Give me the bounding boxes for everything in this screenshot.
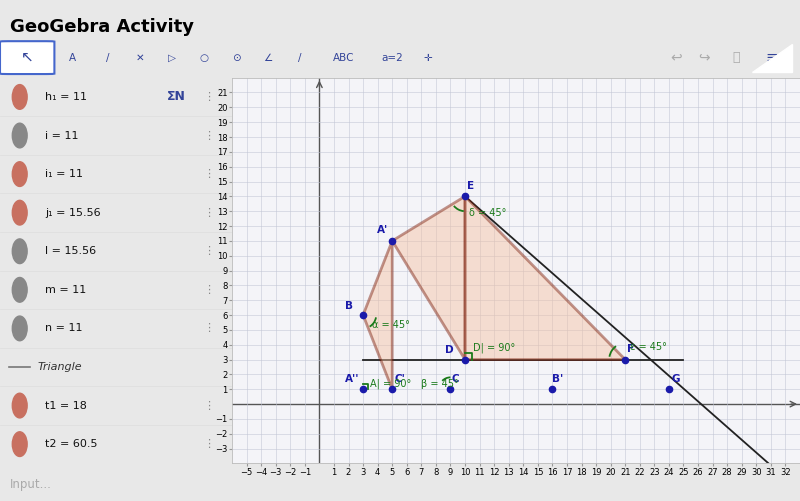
Circle shape: [12, 393, 27, 418]
Text: ABC: ABC: [334, 53, 354, 63]
Text: Triangle: Triangle: [37, 362, 82, 372]
Text: ⋮: ⋮: [203, 439, 214, 449]
Text: G: G: [671, 374, 680, 384]
Text: j₁ = 15.56: j₁ = 15.56: [46, 208, 101, 217]
Text: ✛: ✛: [424, 53, 432, 63]
Text: β = 45°: β = 45°: [422, 379, 459, 389]
Text: B: B: [345, 301, 353, 311]
Text: A: A: [69, 53, 75, 63]
Text: ⋮: ⋮: [203, 285, 214, 295]
Circle shape: [12, 239, 27, 264]
Circle shape: [12, 316, 27, 341]
Text: F: F: [627, 344, 634, 354]
Polygon shape: [392, 196, 465, 360]
Polygon shape: [363, 241, 392, 389]
Text: ▷: ▷: [168, 53, 176, 63]
Text: t1 = 18: t1 = 18: [46, 401, 87, 410]
Text: B': B': [553, 374, 564, 384]
Text: ↖: ↖: [21, 50, 34, 65]
Text: l = 15.56: l = 15.56: [46, 246, 96, 256]
Text: ≡: ≡: [766, 50, 778, 65]
Text: ΣN: ΣN: [167, 91, 186, 103]
Text: ↪: ↪: [698, 51, 710, 65]
Text: Input...: Input...: [10, 477, 51, 490]
Text: GeoGebra Activity: GeoGebra Activity: [10, 18, 194, 36]
Text: ⊙: ⊙: [232, 53, 240, 63]
Text: ⋮: ⋮: [203, 169, 214, 179]
Text: t2 = 60.5: t2 = 60.5: [46, 439, 98, 449]
Text: δ = 45°: δ = 45°: [470, 207, 506, 217]
Text: ⋮: ⋮: [203, 246, 214, 256]
Text: ↩: ↩: [670, 51, 682, 65]
Text: ⋮: ⋮: [203, 324, 214, 333]
Text: ⋮: ⋮: [203, 401, 214, 410]
Text: C: C: [452, 374, 459, 384]
Circle shape: [12, 123, 27, 148]
Text: ✕: ✕: [136, 53, 144, 63]
Text: ⋮: ⋮: [203, 208, 214, 217]
Circle shape: [12, 432, 27, 456]
Text: i₁ = 11: i₁ = 11: [46, 169, 83, 179]
Text: D| = 90°: D| = 90°: [473, 343, 515, 353]
Text: ∠: ∠: [263, 53, 273, 63]
Text: E: E: [467, 181, 474, 191]
Text: /: /: [106, 53, 110, 63]
Text: m = 11: m = 11: [46, 285, 86, 295]
Text: A': A': [377, 225, 388, 235]
Circle shape: [12, 85, 27, 109]
Text: ε = 45°: ε = 45°: [630, 342, 666, 352]
FancyBboxPatch shape: [0, 41, 54, 74]
Text: a=2: a=2: [381, 53, 403, 63]
Text: D: D: [445, 345, 454, 355]
Circle shape: [12, 278, 27, 302]
Text: 🔍: 🔍: [732, 51, 740, 64]
Text: n = 11: n = 11: [46, 324, 82, 333]
Text: A| = 90°: A| = 90°: [370, 378, 411, 389]
Polygon shape: [752, 44, 792, 72]
Text: C': C': [394, 374, 406, 384]
Circle shape: [12, 200, 27, 225]
Text: ⋮: ⋮: [203, 131, 214, 140]
Text: α = 45°: α = 45°: [372, 321, 410, 330]
Text: ⋮: ⋮: [203, 92, 214, 102]
Polygon shape: [465, 196, 626, 360]
Text: ○: ○: [199, 53, 209, 63]
Text: A'': A'': [345, 374, 359, 384]
Text: /: /: [298, 53, 302, 63]
Text: i = 11: i = 11: [46, 131, 78, 140]
Circle shape: [12, 162, 27, 186]
Text: h₁ = 11: h₁ = 11: [46, 92, 87, 102]
